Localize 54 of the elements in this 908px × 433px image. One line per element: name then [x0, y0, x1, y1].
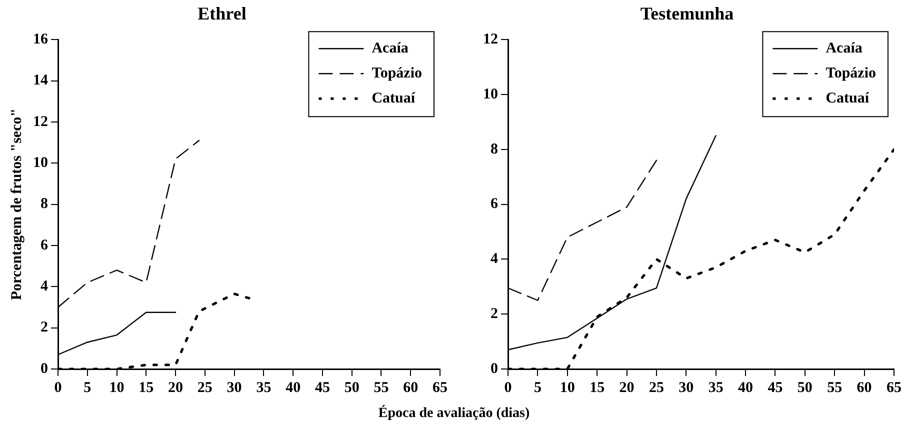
- legend-label: Catuaí: [372, 90, 416, 106]
- x-tick-label: 60: [856, 380, 872, 396]
- y-tick-label: 0: [40, 360, 48, 377]
- x-tick-label: 20: [168, 380, 184, 396]
- y-tick-label: 4: [40, 278, 48, 295]
- y-tick-label: 4: [490, 251, 498, 268]
- y-tick-label: 2: [40, 320, 48, 336]
- x-tick-label: 25: [197, 380, 212, 396]
- x-tick-label: 50: [797, 380, 812, 396]
- x-tick-label: 60: [403, 380, 418, 396]
- y-tick-label: 12: [483, 31, 498, 48]
- chart-title: Testemunha: [640, 3, 734, 24]
- x-tick-label: 15: [138, 380, 154, 396]
- x-tick-label: 10: [560, 380, 575, 396]
- x-tick-label: 0: [54, 380, 62, 396]
- x-tick-label: 40: [286, 380, 301, 396]
- x-tick-label: 35: [256, 380, 272, 396]
- x-tick-label: 50: [344, 380, 360, 396]
- y-tick-label: 6: [40, 237, 48, 254]
- y-tick-label: 10: [483, 86, 498, 102]
- x-tick-label: 65: [886, 380, 902, 396]
- x-tick-label: 0: [504, 380, 512, 396]
- y-tick-label: 8: [490, 141, 498, 158]
- x-tick-label: 45: [768, 380, 783, 396]
- x-tick-label: 20: [619, 380, 634, 396]
- y-tick-label: 6: [490, 196, 498, 212]
- y-tick-label: 8: [40, 196, 48, 212]
- x-tick-label: 5: [534, 380, 542, 396]
- y-tick-label: 14: [33, 72, 48, 89]
- x-tick-label: 45: [314, 380, 330, 396]
- y-tick-label: 2: [490, 306, 498, 322]
- x-axis-title: Época de avaliação (dias): [377, 406, 531, 422]
- x-tick-label: 30: [226, 380, 242, 396]
- x-tick-label: 30: [678, 380, 694, 396]
- legend-label: Topázio: [826, 65, 876, 82]
- x-tick-label: 5: [84, 380, 92, 396]
- x-tick-label: 25: [648, 380, 664, 396]
- y-tick-label: 10: [33, 155, 48, 171]
- x-tick-label: 15: [590, 380, 605, 396]
- legend-label: Topázio: [372, 65, 422, 82]
- y-tick-label: 0: [490, 360, 498, 377]
- legend-label: Acaía: [826, 40, 863, 56]
- legend-label: Acaía: [372, 40, 409, 56]
- chart-title: Ethrel: [198, 3, 246, 24]
- x-tick-label: 55: [827, 380, 842, 396]
- x-tick-label: 10: [109, 380, 124, 396]
- y-tick-label: 12: [33, 114, 48, 130]
- x-tick-label: 35: [708, 380, 724, 396]
- x-tick-label: 55: [374, 380, 389, 396]
- legend-label: Catuaí: [826, 90, 870, 106]
- y-tick-label: 16: [33, 31, 48, 48]
- y-axis-title: Porcentagem de frutos "seco": [8, 108, 25, 300]
- x-tick-label: 65: [432, 380, 448, 396]
- x-tick-label: 40: [738, 380, 754, 396]
